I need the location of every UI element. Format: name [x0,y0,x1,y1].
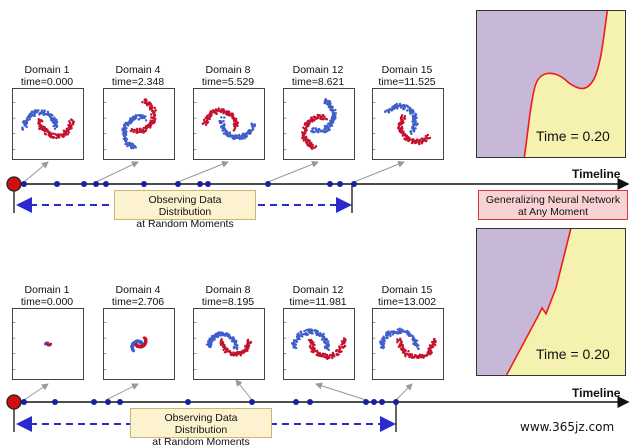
top-observation-dots [21,181,357,187]
class-red-points [134,336,148,349]
top-domain-4-title: Domain 4 time=2.348 [111,64,165,88]
bottom-domain-12-title: Domain 12 time=11.981 [289,284,347,308]
bottom-domain-15-title: Domain 15 time=13.002 [377,284,437,308]
class-red-points [396,114,432,146]
generalizing-label: Generalizing Neural Network at Any Moment [478,190,628,220]
yellow-region [506,229,625,375]
watermark: www.365jz.com [520,420,615,434]
top-domain-4-scatter [103,88,175,160]
bottom-timeline-label: Timeline [572,386,621,400]
class-red-points [201,107,240,132]
class-blue-points [310,97,338,134]
yellow-region [524,11,625,157]
class-blue-points [218,116,257,141]
top-domain-12-title: Domain 12 time=8.621 [291,64,345,88]
class-red-points [45,342,52,347]
top-observing-label: Observing Data Distribution at Random Mom… [114,190,256,230]
top-domain-15-title: Domain 15 time=11.525 [378,64,436,88]
bottom-time-label: Time = 0.20 [536,346,610,362]
bottom-domain-4-title: Domain 4 time=2.706 [111,284,165,308]
bottom-domain-12-scatter [283,308,355,380]
bottom-start-marker [6,394,22,410]
top-start-marker [6,176,22,192]
top-timeline-label: Timeline [572,167,621,181]
top-domain-8-scatter [193,88,265,160]
class-blue-points [21,109,59,131]
class-blue-points [130,339,144,353]
top-domain-15-scatter [372,88,444,160]
top-time-label: Time = 0.20 [536,128,610,144]
bottom-domain-8-title: Domain 8 time=8.195 [201,284,255,308]
class-red-points [307,337,347,360]
decision-boundary [505,229,572,375]
top-domain-1-scatter [12,88,84,160]
bottom-domain-1-scatter [12,308,84,380]
bottom-domain-4-scatter [103,308,175,380]
class-red-points [37,118,76,140]
class-red-points [301,113,329,151]
top-domain-12-scatter [283,88,355,160]
bottom-decision-boundary-plot [476,228,626,376]
bottom-domain-15-scatter [372,308,444,380]
top-domain-8-title: Domain 8 time=5.529 [201,64,255,88]
class-red-points [129,98,158,134]
class-blue-points [205,330,239,351]
top-decision-boundary-plot [476,10,626,158]
class-red-points [219,338,253,357]
bottom-domain-1-title: Domain 1 time=0.000 [20,284,74,308]
bottom-observing-label: Observing Data Distribution at Random Mom… [130,408,272,448]
bottom-observation-dots [21,399,399,405]
decision-boundary [523,11,609,157]
class-blue-points [379,327,420,350]
class-blue-points [290,328,331,352]
bottom-domain-8-scatter [193,308,265,380]
class-blue-points [383,102,419,136]
class-blue-points [121,114,148,150]
class-red-points [396,337,437,360]
top-domain-1-title: Domain 1 time=0.000 [20,64,74,88]
